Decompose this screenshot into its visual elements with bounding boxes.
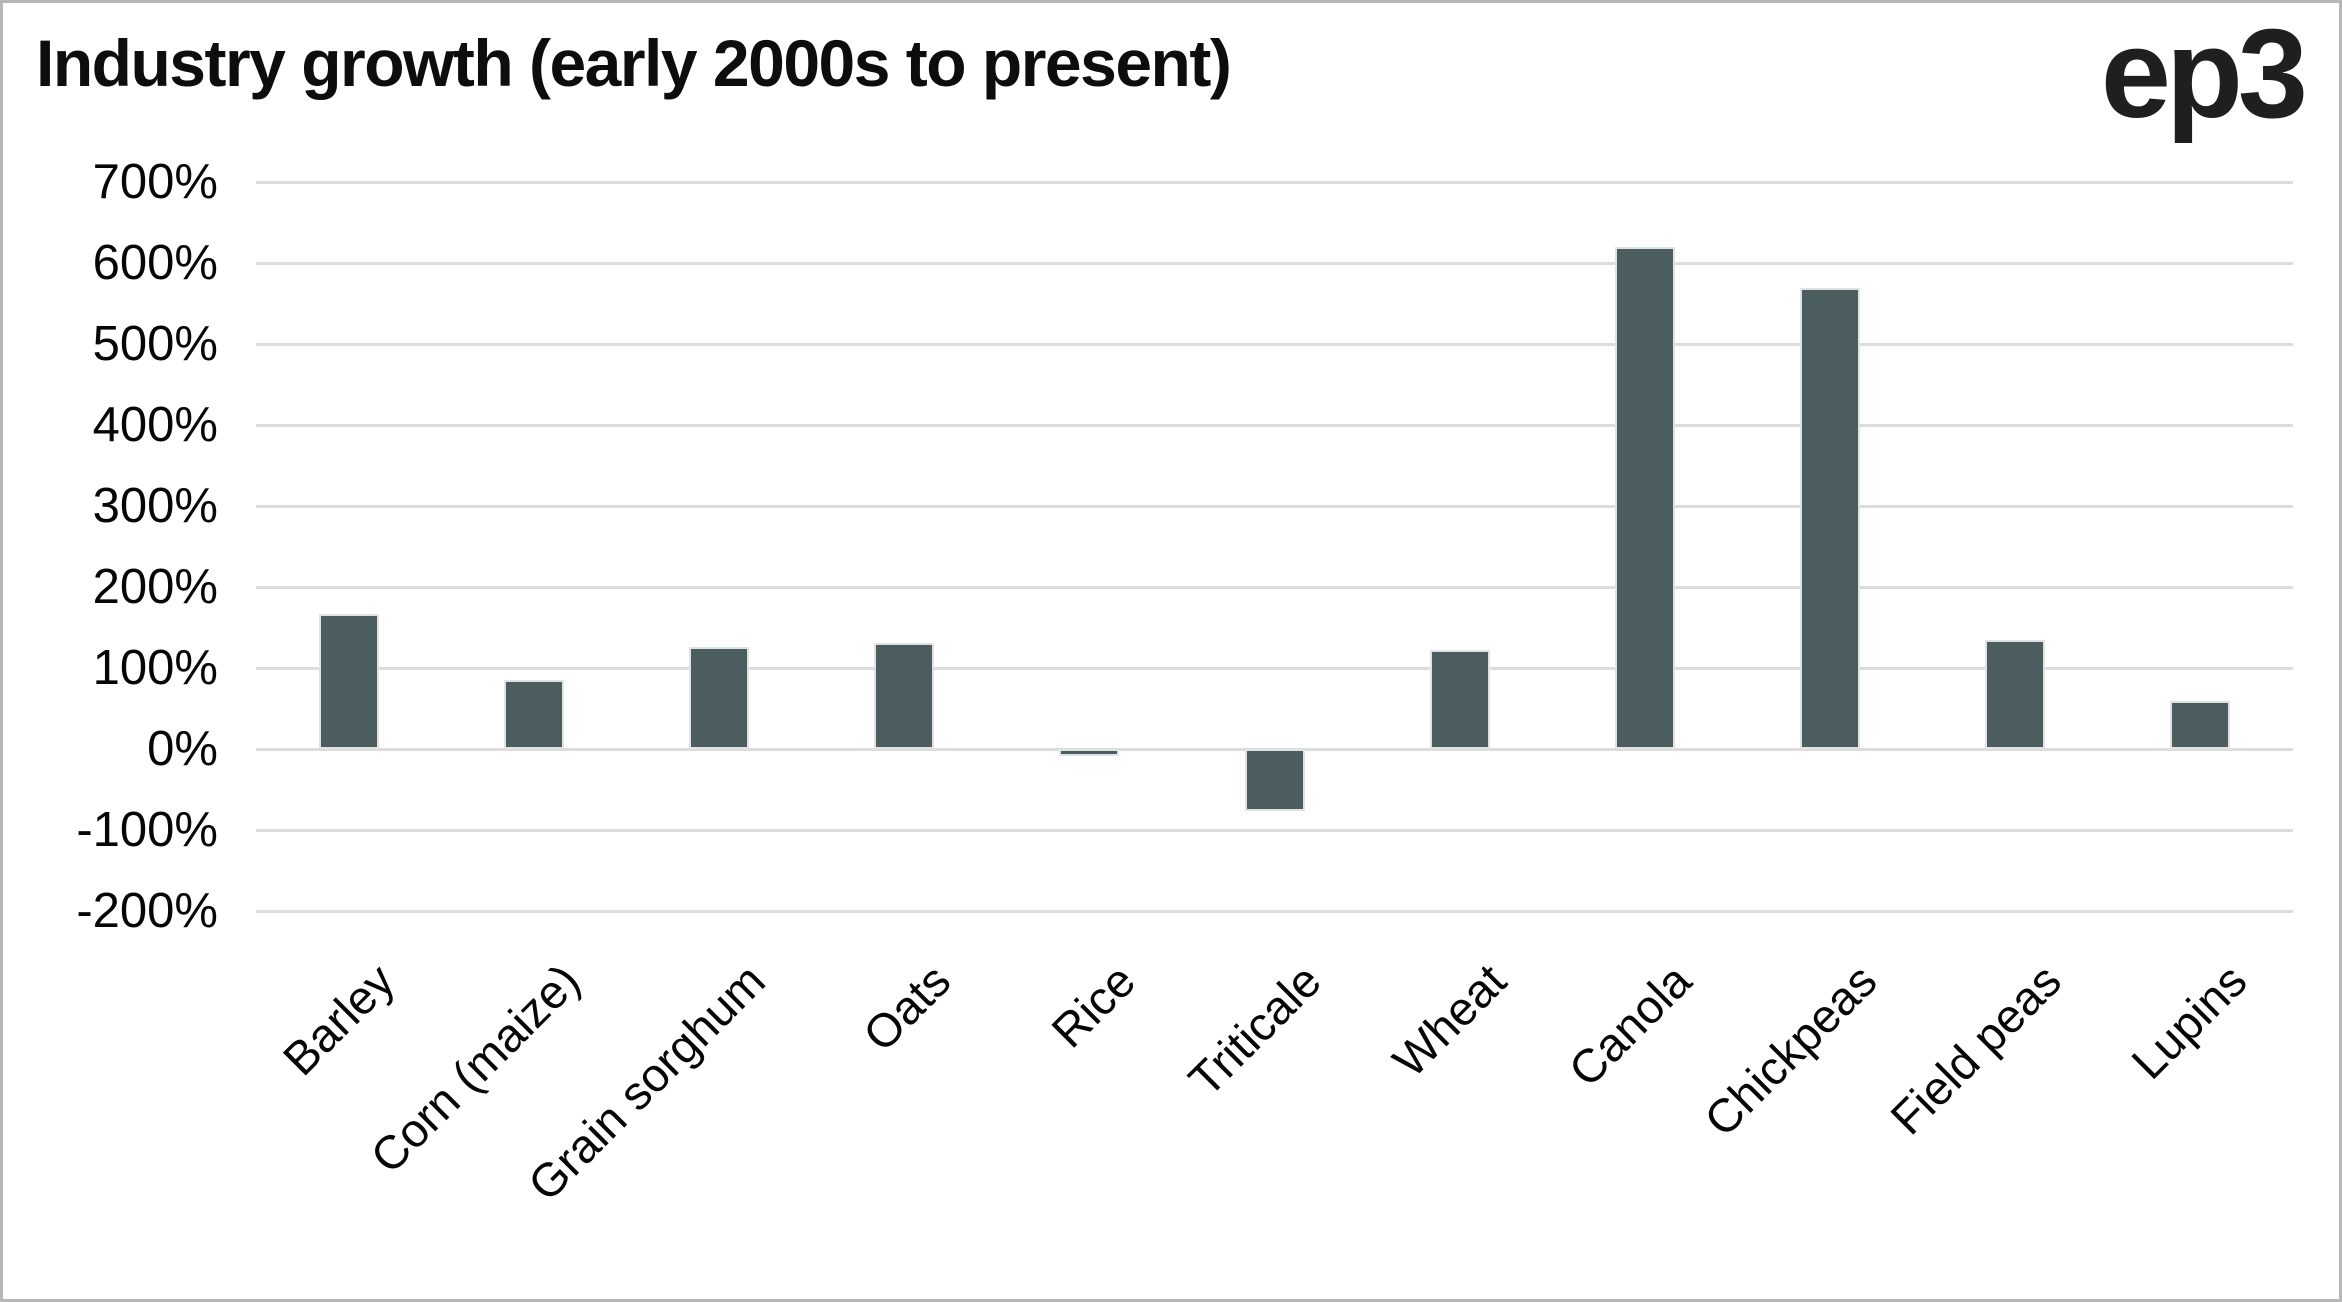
bar-oats [874, 642, 935, 749]
ytick-label-200%: 200% [92, 560, 218, 614]
ytick-label-700%: 700% [92, 155, 218, 209]
bar-canola [1614, 246, 1675, 749]
bar-chickpeas [1800, 288, 1861, 749]
gridline--200% [256, 910, 2293, 913]
ytick-label--100%: -100% [76, 803, 218, 857]
ytick-label-300%: 300% [92, 479, 218, 533]
xtick-label-field-peas: Field peas [1880, 953, 2072, 1145]
xtick-label-lupins: Lupins [2121, 953, 2257, 1089]
bar-barley [318, 613, 379, 749]
bar-corn-maize- [503, 680, 564, 749]
ytick-label-0%: 0% [147, 722, 218, 776]
ep3-logo: ep3 [2100, 3, 2308, 144]
bar-rice [1059, 749, 1120, 757]
gridline-600% [256, 262, 2293, 265]
gridline-500% [256, 343, 2293, 346]
xtick-label-canola: Canola [1558, 953, 1701, 1097]
bar-wheat [1429, 650, 1490, 749]
gridline--100% [256, 829, 2293, 832]
bar-triticale [1244, 749, 1305, 812]
ytick-label-100%: 100% [92, 641, 218, 695]
gridline-300% [256, 505, 2293, 508]
ytick-label-400%: 400% [92, 398, 218, 452]
xtick-label-oats: Oats [852, 953, 961, 1062]
bar-lupins [2170, 701, 2231, 749]
chart-title: Industry growth (early 2000s to present) [36, 26, 1232, 100]
xtick-label-rice: Rice [1041, 953, 1146, 1058]
gridline-200% [256, 586, 2293, 589]
gridline-100% [256, 667, 2293, 670]
xtick-label-triticale: Triticale [1177, 953, 1331, 1107]
gridline-400% [256, 424, 2293, 427]
gridline-700% [256, 181, 2293, 184]
ytick-label-500%: 500% [92, 317, 218, 371]
ytick-label--200%: -200% [76, 884, 218, 938]
bar-grain-sorghum [688, 646, 749, 749]
xtick-label-wheat: Wheat [1382, 953, 1516, 1088]
xtick-label-chickpeas: Chickpeas [1693, 953, 1887, 1147]
xtick-label-barley: Barley [272, 953, 405, 1086]
bar-field-peas [1985, 639, 2046, 749]
plot-area [256, 181, 2293, 913]
ytick-label-600%: 600% [92, 236, 218, 290]
